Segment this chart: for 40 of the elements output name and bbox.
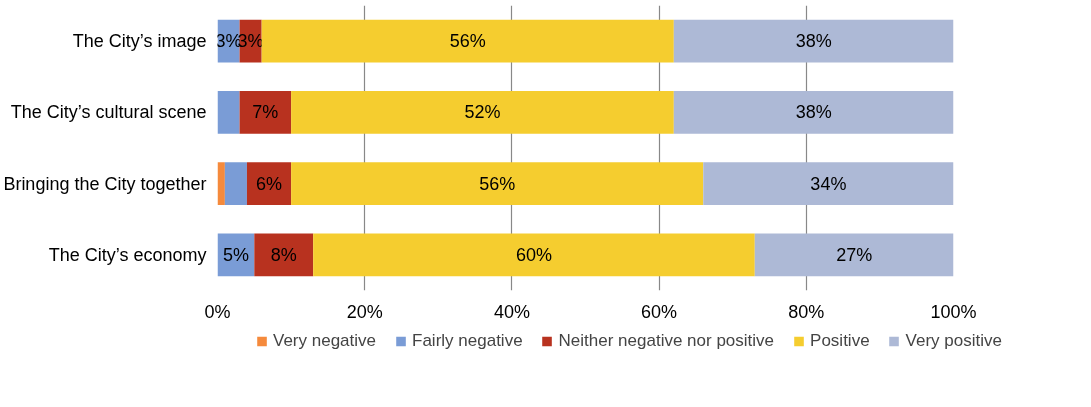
bar [217, 162, 225, 205]
legend-label: Positive [810, 331, 870, 351]
bar [673, 19, 954, 63]
x-tick-label: 60% [641, 301, 678, 322]
legend-label: Fairly negative [412, 331, 523, 351]
legend-label: Very positive [905, 331, 1002, 351]
bar [261, 19, 674, 63]
data-label: 5% [222, 244, 249, 265]
data-label: 56% [479, 173, 516, 194]
x-tick-label: 40% [493, 301, 530, 322]
bar [254, 233, 314, 277]
bar [291, 162, 704, 205]
bar [217, 91, 240, 134]
x-tick-label: 0% [204, 301, 231, 322]
data-label: 8% [270, 244, 297, 265]
x-tick-label: 20% [346, 301, 383, 322]
y-tick-label: Bringing the City together [3, 173, 207, 194]
x-tick-label: 80% [788, 301, 825, 322]
y-tick-label: The City’s image [72, 31, 207, 52]
data-label: 7% [252, 102, 279, 123]
data-label: 38% [795, 31, 832, 52]
bar [673, 91, 954, 134]
bar [291, 91, 674, 134]
data-label: 34% [810, 173, 847, 194]
legend-label: Very negative [273, 331, 377, 351]
x-tick-label: 100% [930, 301, 977, 322]
data-label: 38% [795, 102, 832, 123]
data-label: 52% [464, 102, 501, 123]
data-label: 27% [836, 244, 873, 265]
bar [754, 233, 954, 277]
y-tick-label: The City’s economy [48, 244, 207, 265]
bar [313, 233, 755, 277]
data-label: 60% [515, 244, 552, 265]
legend-label: Neither negative nor positive [558, 331, 775, 351]
bar [239, 91, 292, 134]
bar [703, 162, 954, 205]
data-label: 6% [256, 173, 283, 194]
y-tick-label: The City’s cultural scene [10, 102, 207, 123]
data-label: 56% [449, 31, 486, 52]
bar [224, 162, 247, 205]
